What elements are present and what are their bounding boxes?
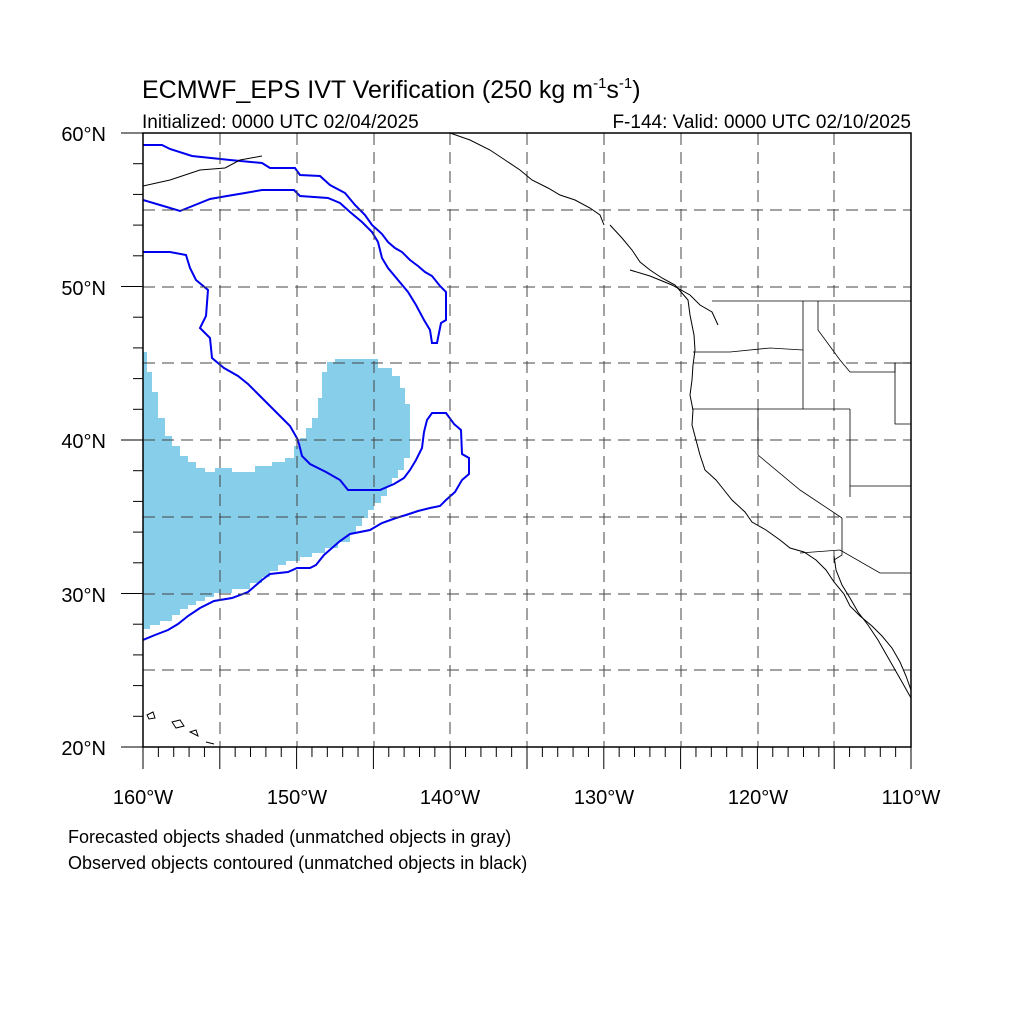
vancouver-island bbox=[629, 269, 719, 326]
lon-label-110w: 110°W bbox=[882, 787, 941, 809]
graticule bbox=[143, 133, 911, 747]
lat-label-60n: 60°N bbox=[61, 124, 106, 146]
forecast-legend-note: Forecasted objects shaded (unmatched obj… bbox=[68, 827, 512, 847]
oregon-north bbox=[693, 347, 804, 353]
lat-label-40n: 40°N bbox=[61, 431, 106, 453]
baja-california bbox=[833, 555, 911, 699]
title-main: ECMWF_EPS IVT Verification (250 kg m bbox=[142, 76, 593, 104]
wyoming-west bbox=[894, 363, 911, 425]
alaska-coastline bbox=[143, 133, 605, 226]
lon-label-140w: 140°W bbox=[420, 787, 480, 809]
title-mid: s bbox=[606, 76, 619, 104]
lat-label-20n: 20°N bbox=[61, 738, 106, 760]
north-america-west-coast bbox=[609, 224, 911, 691]
title-sup-2: -1 bbox=[619, 75, 632, 92]
lon-label-160w: 160°W bbox=[113, 787, 173, 809]
forecast-object bbox=[143, 352, 410, 629]
california-nevada bbox=[757, 409, 843, 519]
observed-object-southern bbox=[143, 251, 470, 641]
hawaii-islands bbox=[146, 711, 215, 745]
tick-marks bbox=[121, 132, 912, 769]
init-time-label: Initialized: 0000 UTC 02/04/2025 bbox=[142, 112, 419, 133]
lat-label-50n: 50°N bbox=[61, 278, 106, 300]
coastlines bbox=[143, 133, 911, 745]
lon-label-150w: 150°W bbox=[267, 787, 327, 809]
title-sup-1: -1 bbox=[593, 75, 606, 92]
observed-legend-note: Observed objects contoured (unmatched ob… bbox=[68, 853, 528, 873]
lat-label-30n: 30°N bbox=[61, 585, 106, 607]
title-end: ) bbox=[632, 76, 640, 104]
lon-label-130w: 130°W bbox=[574, 787, 634, 809]
us-mexico-border bbox=[799, 549, 911, 574]
arizona-west bbox=[833, 518, 843, 561]
observed-object-northern bbox=[143, 144, 447, 344]
lon-label-120w: 120°W bbox=[728, 787, 788, 809]
map-title: ECMWF_EPS IVT Verification (250 kg m-1s-… bbox=[142, 75, 641, 104]
valid-time-label: F-144: Valid: 0000 UTC 02/10/2025 bbox=[612, 112, 911, 133]
idaho-east bbox=[817, 301, 911, 373]
